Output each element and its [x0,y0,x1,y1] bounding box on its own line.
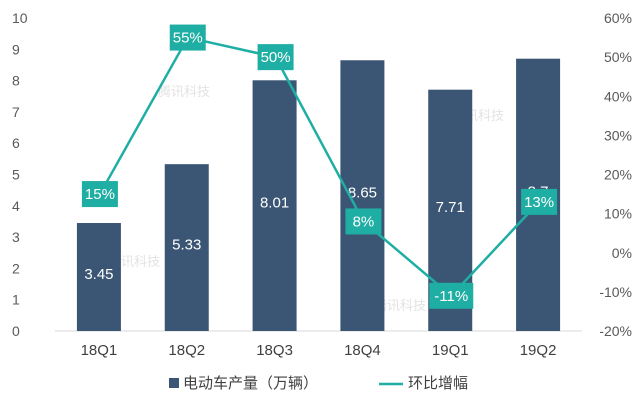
right-axis: -20% -10% 0% 10% 20% 30% 40% 50% 60% [599,10,632,339]
growth-label-box [429,282,474,309]
bar-value-label: 3.45 [84,266,113,283]
bar-value-label: 7.71 [436,199,465,216]
left-axis-tick-label: 6 [12,135,20,151]
left-axis-tick-label: 10 [12,10,28,26]
growth-value-label: 55% [173,30,203,47]
legend-bar-swatch [169,378,179,388]
left-axis-tick-label: 5 [12,167,20,183]
bar [252,80,297,331]
growth-line-layer: 15% 55% 50% 8% -11% 13% [81,24,558,309]
left-axis-tick-label: 4 [12,198,20,214]
bars: 3.455.338.018.657.718.7 [76,58,561,331]
growth-value-label: 15% [85,186,115,203]
growth-label-box [345,208,382,235]
category-labels: 18Q1 18Q2 18Q3 18Q4 19Q1 19Q2 [81,342,557,359]
left-axis: 0 1 2 3 4 5 6 7 8 9 10 [12,10,28,339]
legend-line-label: 环比增幅 [408,375,468,392]
left-axis-tick-label: 8 [12,73,20,89]
right-axis-tick-label: 0% [612,245,632,261]
left-axis-tick-label: 3 [12,229,20,245]
growth-value-label: 50% [261,49,291,66]
right-axis-tick-label: 60% [604,10,632,26]
growth-label-box [257,44,294,71]
category-label: 18Q4 [344,342,381,359]
left-axis-tick-label: 2 [12,260,20,276]
bar [340,60,385,331]
bar [164,164,209,331]
bar [76,223,121,331]
legend-bar-label: 电动车产量（万辆） [183,375,318,392]
right-axis-tick-label: -20% [599,323,632,339]
category-label: 18Q1 [81,342,118,359]
bar-value-label: 5.33 [172,236,201,253]
right-axis-tick-label: -10% [599,284,632,300]
left-axis-tick-label: 9 [12,41,20,57]
right-axis-tick-label: 30% [604,127,632,143]
category-label: 18Q2 [168,342,205,359]
category-label: 19Q1 [432,342,469,359]
left-axis-tick-label: 0 [12,323,20,339]
watermark-text: 腾讯科技 [374,298,426,313]
growth-label-box [521,188,558,215]
category-label: 18Q3 [256,342,293,359]
left-axis-tick-label: 7 [12,104,20,120]
watermark-text: 腾讯科技 [158,84,210,99]
watermark-text: 腾讯科技 [108,254,160,269]
category-label: 19Q2 [520,342,557,359]
legend: 电动车产量（万辆） 环比增幅 [169,375,468,392]
bar-value-label: 8.65 [348,184,377,201]
growth-label-box [169,24,206,51]
growth-value-label: 8% [353,213,375,230]
right-axis-tick-label: 20% [604,167,632,183]
left-axis-tick-label: 1 [12,292,20,308]
growth-line [98,36,540,298]
bar-value-label: 8.01 [260,195,289,212]
right-axis-tick-label: 10% [604,206,632,222]
growth-value-label: -11% [434,288,468,305]
growth-value-label: 13% [524,194,554,211]
right-axis-tick-label: 40% [604,88,632,104]
right-axis-tick-label: 50% [604,49,632,65]
growth-label-box [81,181,118,208]
